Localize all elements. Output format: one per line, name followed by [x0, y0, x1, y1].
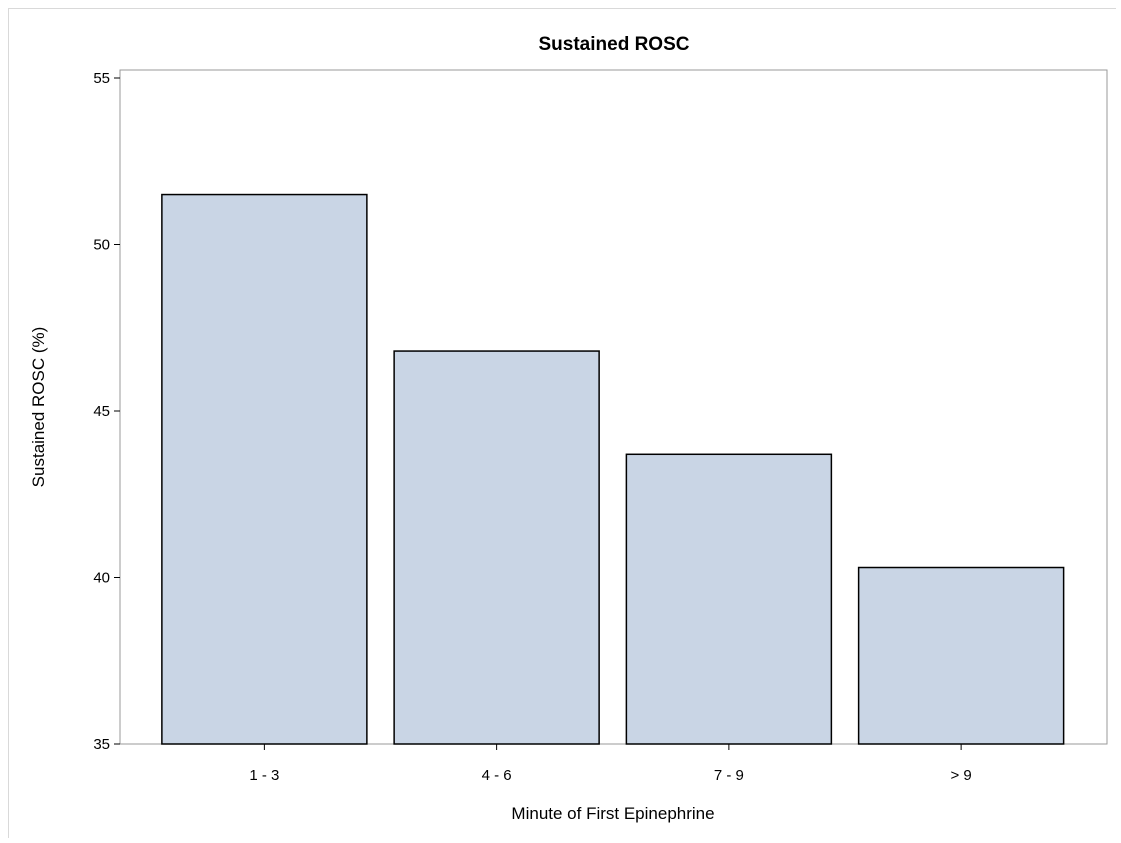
x-tick-label: 7 - 9 — [714, 767, 744, 784]
bar-4 — [857, 566, 1065, 745]
plot-area — [119, 69, 1108, 745]
bar-3 — [625, 453, 833, 745]
y-axis: 35 40 45 50 55 — [93, 70, 120, 753]
x-axis-label: Minute of First Epinephrine — [511, 804, 714, 823]
y-axis-label: Sustained ROSC (%) — [29, 327, 48, 488]
x-tick-label: 1 - 3 — [249, 767, 279, 784]
chart-title: Sustained ROSC — [539, 34, 690, 55]
x-axis: 1 - 3 4 - 6 7 - 9 > 9 — [249, 744, 972, 784]
y-tick-label: 35 — [93, 736, 110, 753]
y-tick-label: 40 — [93, 570, 110, 587]
x-tick-label: > 9 — [950, 767, 971, 784]
y-tick-label: 55 — [93, 70, 110, 87]
bar-1 — [161, 193, 368, 745]
x-tick-label: 4 - 6 — [482, 767, 512, 784]
bars-group — [161, 193, 1065, 745]
bar-2 — [393, 350, 600, 745]
y-tick-label: 50 — [93, 237, 110, 254]
y-tick-label: 45 — [93, 403, 110, 420]
